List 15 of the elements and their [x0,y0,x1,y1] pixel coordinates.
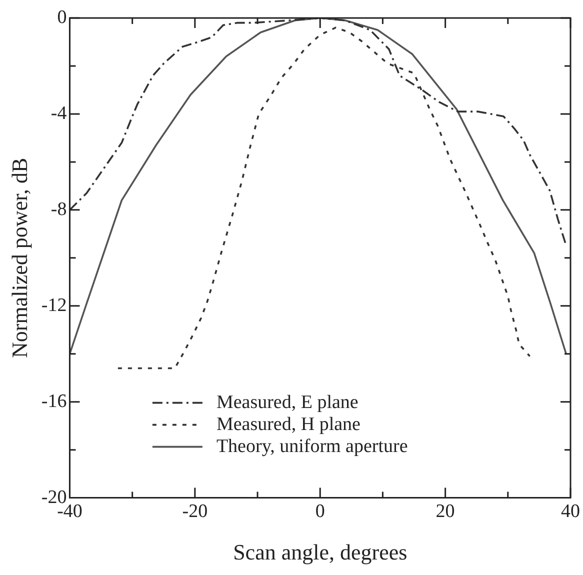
x-tick-label: -20 [182,501,208,522]
legend-label: Theory, uniform aperture [216,436,408,457]
y-tick-label: -20 [41,486,67,508]
legend-label: Measured, H plane [216,414,360,435]
x-axis-title: Scan angle, degrees [233,540,408,565]
y-axis-title: Normalized power, dB [6,158,32,358]
y-tick-label: -8 [50,198,67,220]
x-tick-label: 0 [315,501,325,522]
x-tick-label: 40 [561,501,580,522]
y-tick-label: -4 [50,102,68,124]
y-tick-label: 0 [57,6,67,28]
y-tick-label: -16 [41,390,67,412]
legend-label: Measured, E plane [216,392,358,413]
x-tick-label: 20 [436,501,455,522]
y-tick-label: -12 [41,294,67,316]
